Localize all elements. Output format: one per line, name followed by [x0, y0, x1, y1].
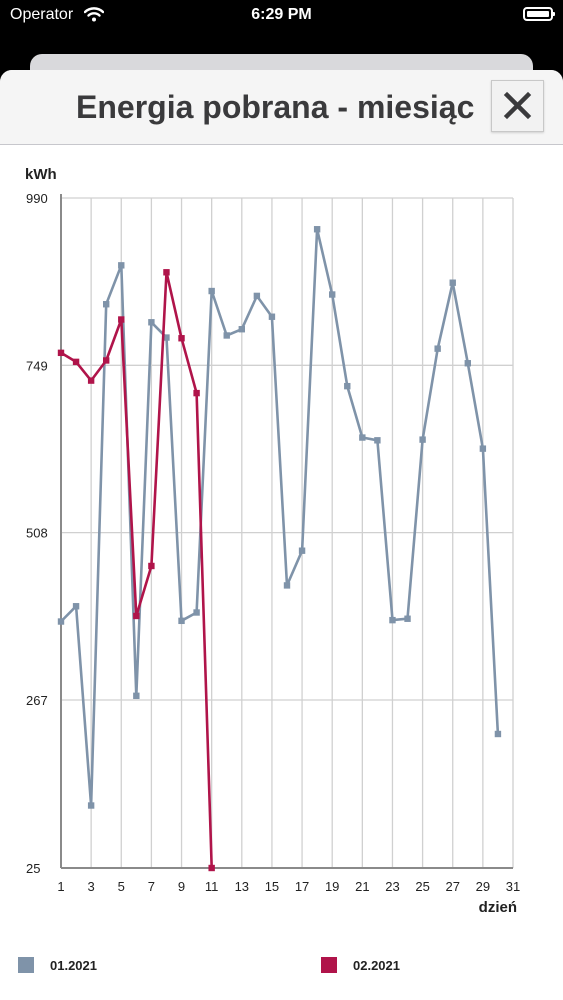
x-tick-label: 15: [265, 879, 279, 894]
series-line-2: [60, 271, 213, 869]
wifi-icon: [83, 6, 105, 27]
data-point: [163, 269, 170, 276]
x-tick-label: 13: [235, 879, 249, 894]
x-tick-label: 3: [88, 879, 95, 894]
modal-sheet: Energia pobrana - miesiąc 990 749 508 267 25…: [0, 70, 563, 1000]
data-point: [268, 313, 276, 320]
sheet-header: Energia pobrana - miesiąc: [0, 70, 563, 145]
data-point: [103, 301, 110, 308]
x-tick-label: 19: [325, 879, 339, 894]
legend-item-02-2021: 02.2021: [321, 955, 400, 975]
x-tick-label: 27: [445, 879, 459, 894]
data-point: [133, 612, 140, 620]
series-line-1: [60, 227, 500, 807]
y-tick-label: 749: [26, 358, 48, 373]
y-tick-label: 267: [26, 693, 48, 708]
data-point: [419, 436, 426, 443]
data-point: [208, 287, 215, 295]
y-tick-label: 25: [26, 861, 40, 876]
x-tick-label: 29: [476, 879, 490, 894]
data-point: [404, 615, 411, 622]
data-point: [298, 547, 306, 554]
legend-label-01-2021: 01.2021: [50, 957, 97, 973]
data-point: [193, 389, 200, 397]
x-tick-label: 9: [178, 879, 185, 894]
x-tick-label: 17: [295, 879, 309, 894]
x-tick-label: 5: [118, 879, 125, 894]
data-point: [57, 618, 65, 625]
close-button[interactable]: [491, 80, 544, 132]
data-point: [238, 326, 245, 333]
data-point: [208, 864, 215, 872]
x-tick-label: 31: [506, 879, 520, 894]
legend-swatch-02-2021: [321, 957, 337, 973]
x-tick-label: 25: [415, 879, 429, 894]
data-point: [193, 609, 200, 616]
legend-swatch-01-2021: [18, 957, 34, 973]
data-point: [494, 730, 502, 738]
status-bar: Operator 6:29 PM: [0, 0, 563, 32]
x-tick-label: 11: [205, 879, 219, 894]
data-point: [374, 437, 381, 444]
data-point: [163, 334, 170, 341]
legend-item-01-2021: 01.2021: [18, 955, 97, 975]
data-point: [329, 291, 336, 298]
data-point: [389, 616, 396, 624]
x-tick-label: 7: [148, 879, 155, 894]
data-point: [223, 332, 230, 339]
x-tick-label: 1: [57, 879, 64, 894]
x-tick-label: 21: [355, 879, 369, 894]
data-point: [434, 345, 441, 352]
page-title: Energia pobrana - miesiąc: [76, 89, 475, 125]
data-point: [344, 382, 351, 390]
data-point: [57, 349, 65, 357]
data-point: [133, 692, 140, 700]
data-point: [103, 357, 110, 364]
legend-label-02-2021: 02.2021: [353, 957, 400, 973]
y-tick-label: 508: [26, 526, 48, 541]
status-time: 6:29 PM: [251, 6, 312, 23]
data-point: [464, 360, 471, 367]
data-point: [72, 603, 80, 610]
data-point: [118, 262, 125, 269]
data-point: [178, 617, 185, 625]
carrier-label: Operator: [10, 6, 74, 23]
y-axis-title: kWh: [25, 166, 57, 183]
data-point: [148, 319, 155, 326]
battery-icon: [523, 7, 555, 21]
x-tick-label: 23: [385, 879, 399, 894]
data-point: [449, 279, 456, 286]
data-point: [253, 292, 261, 300]
data-point: [359, 434, 366, 441]
data-point: [313, 226, 321, 233]
data-point: [148, 562, 155, 570]
data-point: [72, 358, 80, 366]
y-tick-label: 990: [26, 191, 48, 206]
x-axis-title: dzień: [479, 899, 517, 916]
close-icon: [503, 91, 532, 120]
data-point: [87, 802, 95, 809]
data-point: [283, 582, 291, 589]
data-point: [479, 445, 487, 452]
data-point: [118, 316, 125, 323]
data-point: [87, 377, 95, 384]
data-point: [178, 335, 185, 342]
